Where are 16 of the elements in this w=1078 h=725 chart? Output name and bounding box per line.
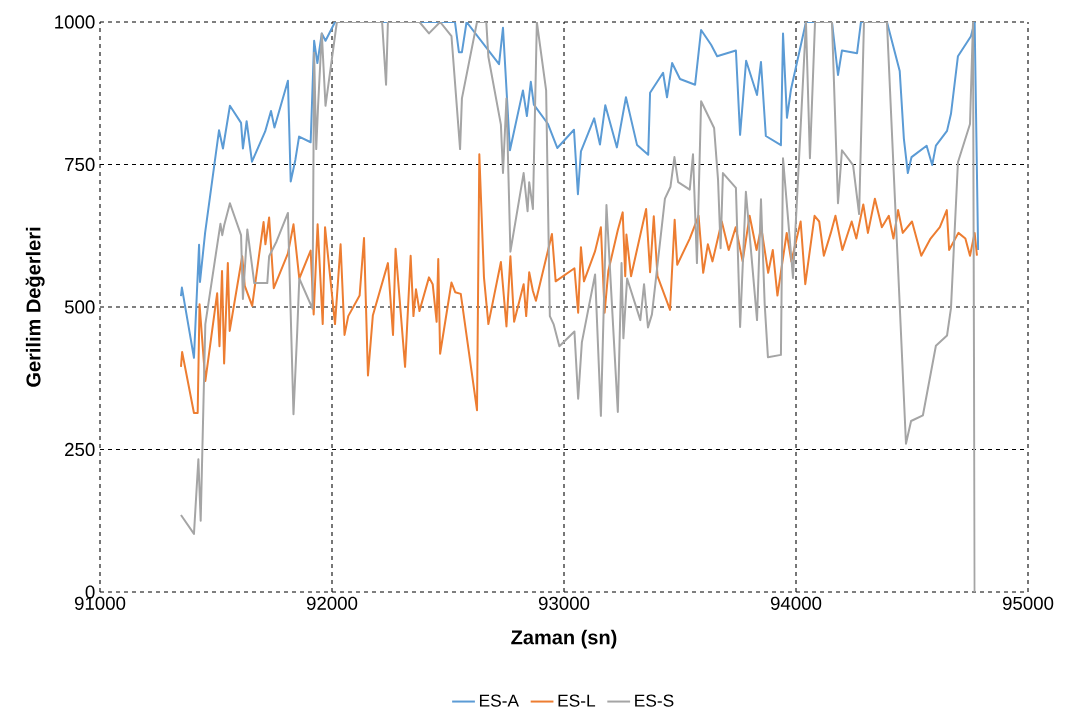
line-series bbox=[179, 153, 978, 415]
x-tick-label: 95000 bbox=[1002, 596, 1054, 610]
line-series bbox=[179, 21, 976, 592]
x-tick-label: 92000 bbox=[306, 596, 358, 610]
x-tick-label: 93000 bbox=[538, 596, 590, 610]
y-axis-title: Gerilim Değerleri bbox=[25, 227, 45, 387]
y-tick-label: 500 bbox=[64, 300, 95, 314]
y-tick-label: 750 bbox=[65, 157, 95, 172]
y-tick-label: 250 bbox=[65, 442, 95, 457]
legend-label: ES-A bbox=[479, 694, 519, 707]
line-series bbox=[179, 21, 980, 359]
y-tick-label: 1000 bbox=[55, 15, 95, 29]
legend-label: ES-L bbox=[558, 694, 596, 707]
legend-label: ES-S bbox=[635, 694, 674, 707]
x-axis-title: Zaman (sn) bbox=[511, 629, 617, 649]
x-tick-label: 94000 bbox=[770, 596, 822, 610]
